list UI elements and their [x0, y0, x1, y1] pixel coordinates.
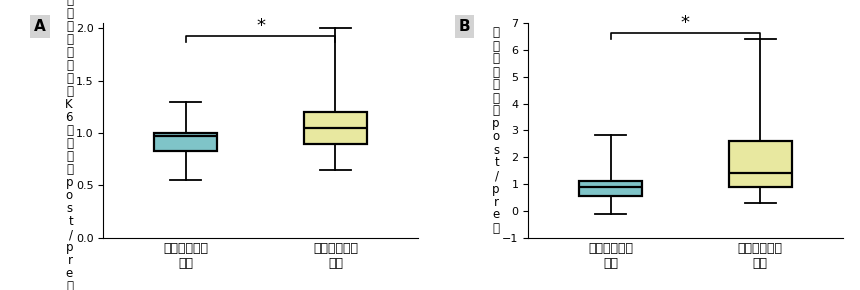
Y-axis label: 抑
う
つ
と
不
安
に
関
す
る
K
6
ス
コ
ア
（
p
o
s
t
/
p
r
e
）: 抑 う つ と 不 安 に 関 す る K 6 ス コ ア （ p o s t … [65, 0, 73, 290]
PathPatch shape [304, 112, 367, 144]
Text: A: A [34, 19, 46, 34]
PathPatch shape [579, 182, 642, 196]
PathPatch shape [154, 133, 217, 151]
Text: *: * [681, 14, 690, 32]
PathPatch shape [729, 141, 792, 187]
Y-axis label: 交
感
神
経
活
動
（
p
o
s
t
/
p
r
e
）: 交 感 神 経 活 動 （ p o s t / p r e ） [492, 26, 499, 235]
Text: B: B [459, 19, 470, 34]
Text: *: * [256, 17, 265, 35]
